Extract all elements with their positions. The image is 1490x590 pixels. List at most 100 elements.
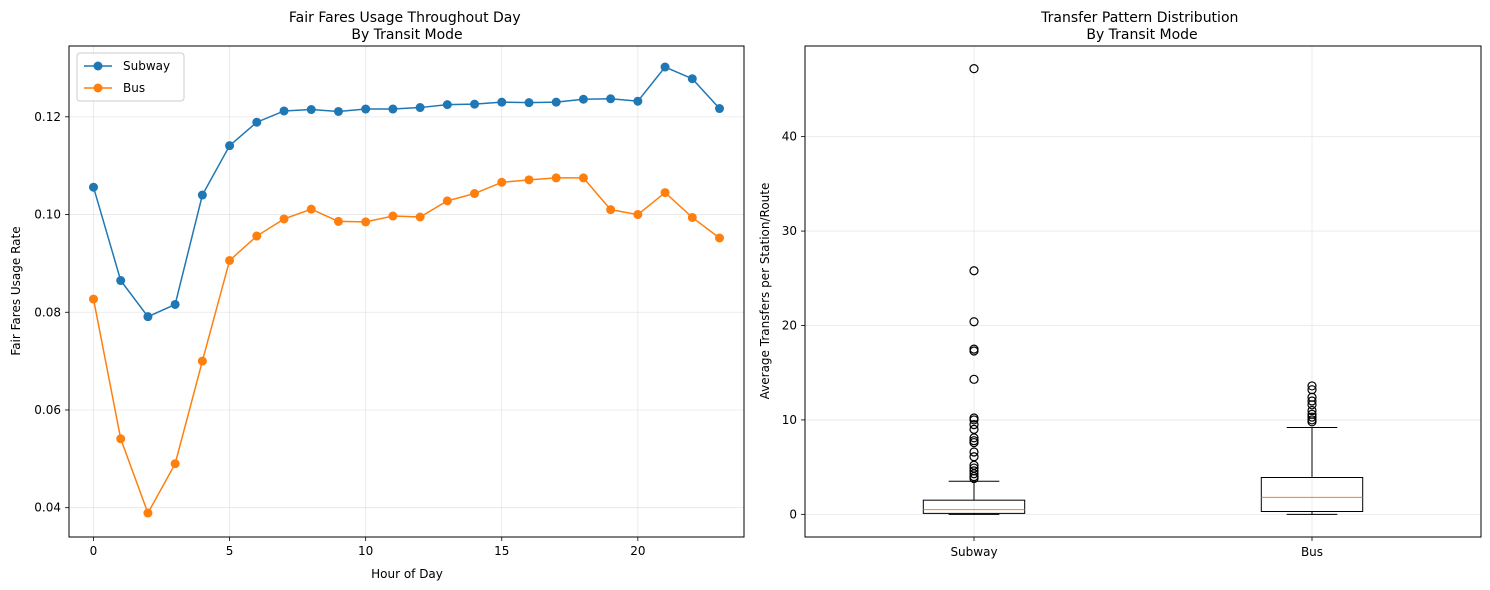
- data-point-bus: [687, 212, 697, 222]
- data-point-subway: [633, 96, 643, 106]
- data-point-bus: [415, 212, 425, 222]
- series-line-bus: [92, 177, 720, 515]
- box-chart-ytick-label: 20: [782, 318, 797, 332]
- data-point-subway: [361, 104, 371, 114]
- data-point-bus: [170, 459, 180, 469]
- data-point-bus: [606, 205, 616, 215]
- line-chart-ylabel: Fair Fares Usage Rate: [9, 226, 23, 355]
- line-chart-xlabel: Hour of Day: [371, 567, 443, 581]
- box-chart-ytick-label: 30: [782, 224, 797, 238]
- data-point-subway: [470, 99, 480, 109]
- box-outlier-subway: [969, 374, 979, 384]
- line-chart-xtick-label: 10: [358, 544, 373, 558]
- data-point-subway: [687, 74, 697, 84]
- box-chart-title: Transfer Pattern Distribution By Transit…: [1040, 10, 1243, 43]
- data-point-subway: [88, 182, 98, 192]
- data-point-subway: [606, 94, 616, 104]
- line-chart-fair-fares: Fair Fares Usage Throughout Day By Trans…: [9, 10, 745, 581]
- data-point-subway: [388, 104, 398, 114]
- box-iqr-subway: [922, 499, 1026, 514]
- line-chart-grid: [69, 46, 744, 537]
- data-point-subway: [225, 141, 235, 151]
- box-outlier-subway: [969, 473, 979, 484]
- box-outlier-subway: [969, 469, 979, 479]
- box-chart-ytick-label: 40: [782, 130, 797, 144]
- box-chart-transfers: Transfer Pattern Distribution By Transit…: [758, 10, 1482, 559]
- line-chart-ytick-label: 0.04: [34, 501, 61, 515]
- legend-bus-label: Bus: [123, 81, 145, 95]
- line-chart-series: [88, 62, 725, 518]
- data-point-bus: [333, 216, 343, 226]
- box-chart-ytick-label: 0: [789, 507, 797, 521]
- box-outlier-bus: [1307, 412, 1317, 422]
- line-chart-ytick-label: 0.08: [34, 305, 61, 319]
- box-chart-title-line2: By Transit Mode: [1086, 27, 1197, 43]
- box-outlier-subway: [969, 346, 979, 356]
- box-chart-frame: [804, 45, 1482, 538]
- line-chart-xtick-label: 0: [90, 544, 98, 558]
- data-point-subway: [497, 97, 507, 107]
- line-chart-frame: [68, 45, 745, 538]
- box-outlier-bus: [1307, 400, 1317, 410]
- line-chart-ytick-label: 0.06: [34, 403, 61, 417]
- box-chart-boxes: [922, 64, 1364, 515]
- data-point-bus: [497, 177, 507, 187]
- data-point-bus: [361, 217, 371, 227]
- box-outlier-bus: [1307, 396, 1317, 406]
- data-point-subway: [143, 312, 153, 322]
- data-point-subway: [551, 97, 561, 107]
- box-outlier-subway: [969, 447, 979, 457]
- data-point-subway: [306, 105, 316, 115]
- line-chart-legend: Subway Bus: [76, 52, 185, 102]
- line-chart-xtick-label: 20: [630, 544, 645, 558]
- legend-subway-marker: [93, 61, 103, 71]
- data-point-subway: [415, 103, 425, 113]
- line-chart-title: Fair Fares Usage Throughout Day By Trans…: [289, 10, 525, 43]
- data-point-subway: [252, 117, 262, 127]
- data-point-subway: [116, 276, 126, 286]
- data-point-bus: [252, 231, 262, 241]
- box-outlier-bus: [1307, 417, 1317, 427]
- line-chart-xtick-label: 15: [494, 544, 509, 558]
- data-point-bus: [578, 173, 588, 183]
- box-chart-title-line1: Transfer Pattern Distribution: [1040, 10, 1238, 26]
- data-point-bus: [306, 204, 316, 214]
- data-point-bus: [551, 173, 561, 183]
- box-chart-ytick-label: 10: [782, 413, 797, 427]
- data-point-subway: [524, 98, 534, 108]
- box-iqr-bus: [1260, 477, 1364, 513]
- data-point-bus: [660, 188, 670, 198]
- box-outlier-subway: [969, 415, 979, 425]
- data-point-subway: [279, 106, 289, 116]
- data-point-bus: [442, 196, 452, 206]
- data-point-bus: [279, 214, 289, 224]
- box-outlier-subway: [969, 317, 979, 327]
- data-point-bus: [197, 356, 207, 366]
- box-chart-xtick-label: Bus: [1301, 545, 1323, 559]
- line-chart-ytick-label: 0.10: [34, 208, 61, 222]
- data-point-bus: [143, 508, 153, 518]
- box-outlier-bus: [1307, 405, 1317, 416]
- data-point-bus: [225, 255, 235, 265]
- box-outlier-bus: [1307, 381, 1317, 391]
- box-outlier-subway: [969, 266, 979, 276]
- line-chart-xtick-label: 5: [226, 544, 234, 558]
- data-point-bus: [715, 233, 725, 243]
- data-point-bus: [633, 210, 643, 220]
- series-line-subway: [92, 66, 721, 318]
- data-point-subway: [660, 62, 670, 72]
- data-point-bus: [470, 189, 480, 199]
- box-chart-xtick-label: Subway: [950, 545, 997, 559]
- box-chart-ylabel: Average Transfers per Station/Route: [758, 183, 772, 400]
- line-chart-ytick-label: 0.12: [34, 110, 61, 124]
- data-point-subway: [333, 106, 343, 116]
- legend-box: [76, 52, 185, 102]
- data-point-bus: [116, 434, 126, 444]
- box-chart-ticks: 0 10 20 30 40 Subway Bus: [782, 130, 1323, 559]
- data-point-subway: [442, 100, 452, 110]
- legend-subway-label: Subway: [123, 59, 170, 73]
- data-point-subway: [715, 104, 725, 114]
- box-outlier-subway: [969, 433, 979, 443]
